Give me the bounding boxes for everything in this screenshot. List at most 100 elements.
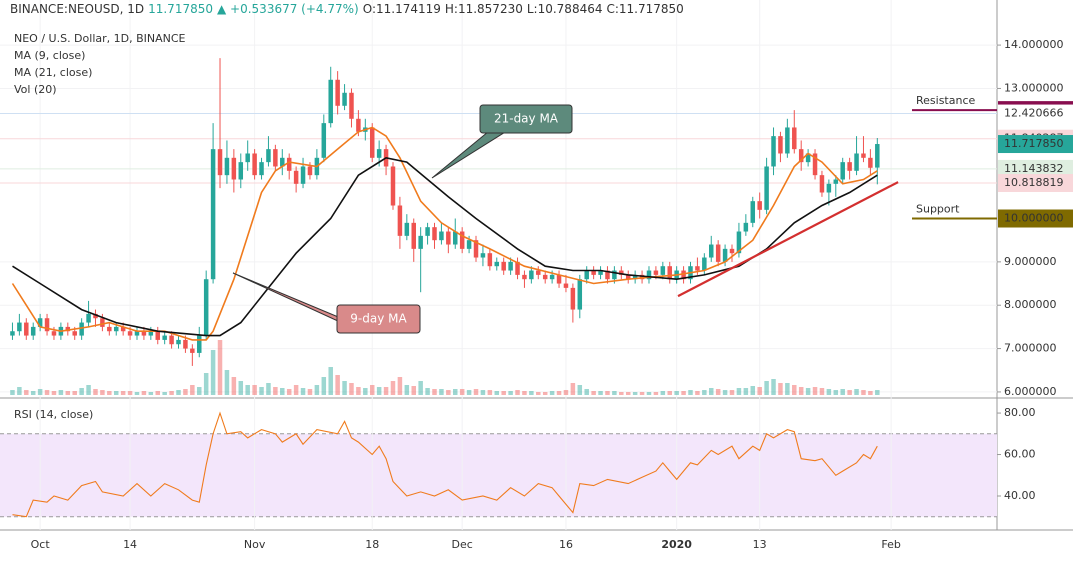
volume-bar bbox=[286, 389, 292, 395]
volume-bar bbox=[369, 385, 375, 395]
candle-body bbox=[259, 162, 264, 176]
volume-bar bbox=[328, 367, 333, 395]
candle-body bbox=[321, 123, 327, 158]
y-tick-label: 13.000000 bbox=[1004, 81, 1064, 94]
volume-bar bbox=[190, 385, 195, 395]
y-tick-label: 7.000000 bbox=[1004, 342, 1057, 355]
candle-body bbox=[750, 201, 756, 223]
volume-bar bbox=[473, 389, 479, 395]
volume-bar bbox=[812, 387, 818, 395]
candle-body bbox=[743, 222, 749, 232]
volume-bar bbox=[397, 377, 403, 395]
volume-bar bbox=[598, 391, 603, 395]
candle-body bbox=[217, 149, 223, 176]
candle-body bbox=[335, 79, 340, 106]
candle-body bbox=[397, 205, 403, 236]
candle-body bbox=[252, 153, 257, 176]
candle-body bbox=[619, 270, 624, 275]
volume-bar bbox=[432, 389, 437, 395]
candle-body bbox=[404, 222, 410, 236]
volume-bar bbox=[58, 390, 64, 395]
candle-body bbox=[30, 326, 36, 336]
candle-body bbox=[529, 270, 534, 280]
volume-bar bbox=[522, 391, 527, 395]
candle-body bbox=[646, 270, 652, 280]
price-label-box bbox=[998, 174, 1073, 193]
volume-bar bbox=[86, 385, 91, 395]
volume-bar bbox=[646, 392, 652, 395]
volume-bar bbox=[252, 385, 257, 395]
candle-body bbox=[840, 162, 845, 180]
volume-bar bbox=[688, 390, 693, 395]
volume-bar bbox=[390, 381, 396, 395]
volume-bar bbox=[307, 389, 313, 395]
candle-body bbox=[453, 231, 458, 245]
legend-entry: MA (9, close) bbox=[14, 49, 85, 62]
volume-bar bbox=[875, 390, 880, 395]
volume-bar bbox=[750, 386, 756, 395]
y-tick-label: 9.000000 bbox=[1004, 255, 1057, 268]
volume-bar bbox=[501, 391, 506, 395]
candle-body bbox=[148, 331, 154, 336]
symbol: BINANCE:NEOUSD, 1D bbox=[10, 2, 144, 16]
ohlc-value: L:10.788464 bbox=[527, 2, 603, 16]
volume-bar bbox=[515, 390, 520, 395]
price-label: 12.420666 bbox=[1004, 107, 1064, 120]
candle-body bbox=[24, 322, 29, 336]
volume-bar bbox=[203, 373, 209, 395]
volume-bar bbox=[536, 392, 541, 395]
volume-bar bbox=[30, 391, 36, 395]
y-tick-label: 6.000000 bbox=[1004, 385, 1057, 398]
candle-body bbox=[169, 335, 174, 345]
volume-bar bbox=[667, 391, 672, 395]
candle-body bbox=[432, 227, 437, 241]
volume-bar bbox=[743, 388, 749, 395]
x-tick-label: 16 bbox=[559, 538, 573, 551]
rsi-label: RSI (14, close) bbox=[14, 408, 93, 421]
x-tick-label: 18 bbox=[365, 538, 379, 551]
volume-bar bbox=[376, 387, 382, 395]
candle-body bbox=[591, 270, 596, 275]
volume-bar bbox=[709, 388, 714, 395]
candle-body bbox=[625, 274, 631, 280]
candle-body bbox=[487, 253, 493, 267]
candle-body bbox=[736, 231, 742, 254]
candle-body bbox=[501, 261, 506, 271]
volume-bar bbox=[356, 387, 361, 395]
volume-bar bbox=[183, 389, 188, 395]
candle-body bbox=[155, 331, 160, 340]
ohlc-value: C:11.717850 bbox=[606, 2, 683, 16]
y-tick-label: 8.000000 bbox=[1004, 298, 1057, 311]
candle-body bbox=[293, 170, 299, 184]
callout-text: 9-day MA bbox=[350, 312, 407, 326]
candle-body bbox=[100, 318, 105, 327]
volume-bar bbox=[155, 391, 160, 395]
volume-bar bbox=[383, 387, 389, 395]
volume-bar bbox=[819, 388, 825, 395]
volume-bar bbox=[584, 389, 589, 395]
volume-bar bbox=[113, 391, 119, 395]
volume-bar bbox=[785, 383, 790, 395]
volume-bar bbox=[480, 390, 486, 395]
candle-body bbox=[715, 244, 721, 262]
candle-body bbox=[349, 92, 354, 119]
volume-bar bbox=[778, 383, 783, 395]
candle-body bbox=[307, 166, 313, 176]
volume-bar bbox=[259, 387, 264, 395]
rsi-tick-label: 40.00 bbox=[1004, 489, 1036, 502]
volume-bar bbox=[729, 390, 735, 395]
candle-body bbox=[833, 179, 839, 184]
volume-bar bbox=[757, 387, 762, 395]
volume-bar bbox=[65, 391, 71, 395]
candle-body bbox=[861, 153, 866, 158]
volume-bar bbox=[639, 392, 645, 395]
volume-bar bbox=[619, 392, 624, 395]
candle-body bbox=[300, 166, 306, 184]
candle-body bbox=[605, 270, 610, 280]
candle-body bbox=[549, 274, 555, 280]
candle-body bbox=[134, 331, 140, 336]
volume-bar bbox=[674, 391, 679, 395]
candle-body bbox=[127, 331, 133, 336]
volume-bar bbox=[577, 385, 583, 395]
